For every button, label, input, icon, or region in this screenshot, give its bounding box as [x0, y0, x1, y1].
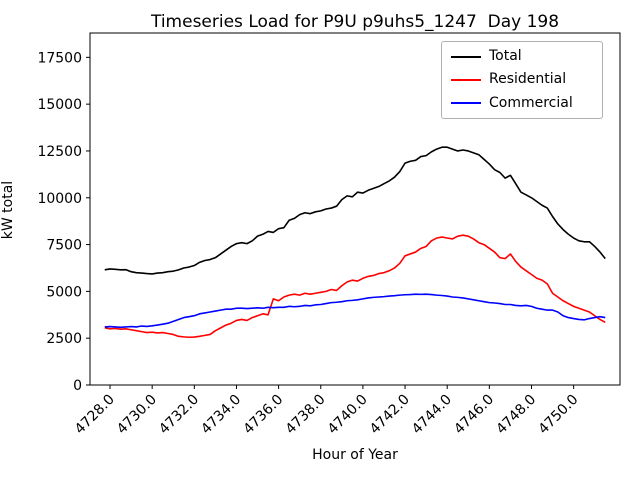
x-tick-label: 4730.0	[114, 392, 160, 438]
y-tick-label: 17500	[37, 50, 82, 66]
y-tick-label: 12500	[37, 144, 82, 160]
x-axis-label: Hour of Year	[312, 447, 398, 463]
y-tick-label: 7500	[46, 238, 82, 254]
x-tick-label: 4738.0	[283, 392, 329, 438]
legend-label-commercial: Commercial	[489, 94, 573, 111]
series-line-commercial	[104, 293, 606, 329]
y-tick-label: 10000	[37, 191, 82, 207]
legend-entry-residential: Residential	[451, 71, 593, 88]
y-tick-label: 2500	[46, 331, 82, 347]
x-tick-label: 4740.0	[325, 392, 371, 438]
x-tick-label: 4734.0	[198, 392, 244, 438]
x-tick-label: 4746.0	[451, 392, 497, 438]
y-tick-label: 5000	[46, 284, 82, 300]
legend-line-sample-total	[451, 55, 481, 58]
y-tick-label: 0	[73, 378, 82, 394]
legend-label-total: Total	[489, 48, 522, 64]
x-tick-label: 4748.0	[493, 392, 539, 438]
legend-line-sample-commercial	[451, 102, 481, 105]
legend-line-sample-residential	[451, 79, 481, 82]
x-tick-label: 4742.0	[367, 392, 413, 438]
x-tick-label: 4728.0	[72, 392, 118, 438]
x-tick-label: 4732.0	[156, 392, 202, 438]
series-line-residential	[104, 234, 606, 339]
legend: Total Residential Commercial	[441, 41, 603, 120]
y-tick-label: 15000	[37, 97, 82, 113]
plot-area	[89, 32, 621, 386]
x-tick-label: 4744.0	[409, 392, 455, 438]
legend-label-residential: Residential	[489, 71, 567, 88]
legend-entry-commercial: Commercial	[451, 94, 593, 111]
legend-entry-total: Total	[451, 48, 593, 64]
y-axis-label: kW total	[0, 180, 16, 240]
x-tick-label: 4750.0	[536, 392, 582, 438]
series-line-total	[104, 146, 606, 275]
chart-title: Timeseries Load for P9U p9uhs5_1247 Day …	[150, 12, 560, 32]
x-tick-label: 4736.0	[240, 392, 286, 438]
